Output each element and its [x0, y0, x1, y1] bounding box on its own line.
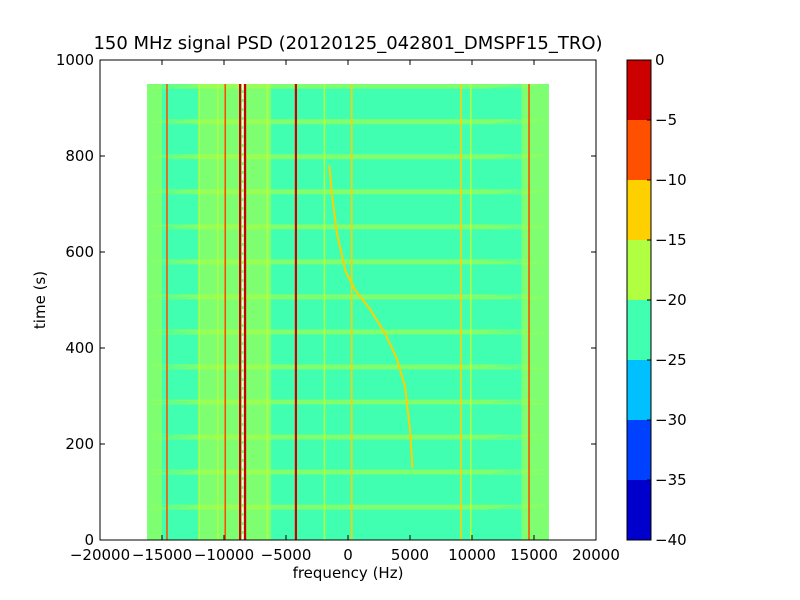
y-tick-label: 800	[65, 147, 94, 165]
y-tick-label: 200	[65, 435, 94, 453]
colorbar-tick-label: −5	[655, 111, 677, 129]
y-tick-label: 1000	[56, 51, 94, 69]
y-axis: 0 200 400 600 800 1000	[56, 51, 596, 549]
colorbar-tick-label: −25	[655, 351, 687, 369]
colorbar-segment	[627, 240, 651, 300]
x-tick-label: −15000	[132, 546, 192, 564]
colorbar-tick-label: −35	[655, 471, 687, 489]
x-axis-label: frequency (Hz)	[293, 564, 404, 582]
colorbar-segment	[627, 480, 651, 540]
colorbar-tick-label: −20	[655, 291, 687, 309]
x-tick-label: 15000	[510, 546, 558, 564]
x-tick-label: 10000	[448, 546, 496, 564]
y-tick-label: 600	[65, 243, 94, 261]
x-tick-label: 0	[343, 546, 353, 564]
colorbar-tick-label: −15	[655, 231, 687, 249]
heatmap-band	[521, 84, 549, 540]
x-tick-label: 20000	[572, 546, 620, 564]
y-tick-label: 0	[84, 531, 94, 549]
colorbar-ticks: −40 −35 −30 −25 −20 −15 −10 −5 0	[647, 51, 687, 549]
heatmap-area	[147, 83, 549, 541]
colorbar-tick-label: −40	[655, 531, 687, 549]
colorbar-segment	[627, 300, 651, 360]
doppler-trace	[328, 165, 414, 469]
heatmap-band	[147, 84, 162, 540]
colorbar-segment	[627, 420, 651, 480]
chart-title: 150 MHz signal PSD (20120125_042801_DMSP…	[93, 33, 602, 54]
x-tick-label: 5000	[391, 546, 429, 564]
y-tick-label: 400	[65, 339, 94, 357]
colorbar	[627, 60, 651, 540]
y-axis-label: time (s)	[31, 271, 49, 329]
colorbar-segment	[627, 360, 651, 420]
colorbar-segment	[627, 180, 651, 240]
heatmap-band	[199, 84, 272, 540]
colorbar-segment	[627, 120, 651, 180]
x-axis: −20000 −15000 −10000 −5000 0 5000 10000 15000 20…	[70, 60, 620, 564]
colorbar-segment	[627, 60, 651, 120]
colorbar-tick-label: −10	[655, 171, 687, 189]
x-tick-label: −5000	[261, 546, 312, 564]
colorbar-tick-label: −30	[655, 411, 687, 429]
colorbar-tick-label: 0	[655, 51, 665, 69]
x-tick-label: −20000	[70, 546, 130, 564]
x-tick-label: −10000	[194, 546, 254, 564]
